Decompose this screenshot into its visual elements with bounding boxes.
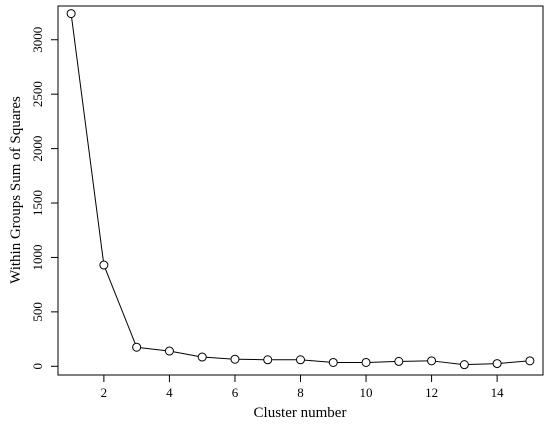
data-point-8 [296,355,305,365]
data-point-13 [459,360,469,370]
x-tick-label: 4 [166,385,173,400]
series-line-segment [206,356,232,360]
x-tick-label: 14 [491,385,505,400]
x-tick-label: 8 [297,385,304,400]
data-point-4 [164,346,174,356]
series-line-segment [468,363,494,366]
data-point-12 [427,356,437,366]
data-point-14 [492,359,502,369]
x-tick-label: 10 [360,385,373,400]
x-axis-label: Cluster number [254,405,347,421]
series-line-segment [435,360,461,365]
series-line-segment [104,268,136,344]
y-tick-label: 1000 [30,244,45,270]
plot-frame [57,5,544,376]
data-point-9 [328,357,338,367]
series-line-segment [501,360,526,364]
data-point-1 [66,9,76,19]
series-line-segment [173,351,199,357]
y-tick-label: 500 [30,302,45,322]
data-point-5 [197,352,207,362]
y-tick-label: 1500 [30,190,45,216]
x-tick-label: 2 [101,385,108,400]
data-point-11 [394,356,404,366]
series-line-segment [140,347,166,352]
y-tick-label: 0 [30,363,45,370]
data-point-7 [263,355,273,365]
y-axis: 0 500 1000 1500 2000 2500 3000 [30,27,58,370]
series-line [71,17,526,366]
data-point-10 [361,357,371,367]
x-axis: 2 4 6 8 10 12 14 [101,375,504,400]
series-line-segment [304,359,330,363]
y-tick-label: 3000 [30,27,45,53]
x-tick-label: 12 [425,385,438,400]
y-tick-label: 2000 [30,136,45,162]
data-point-3 [132,342,142,352]
data-point-6 [230,354,240,364]
series-points [66,9,535,370]
x-tick-label: 6 [232,385,239,400]
series-line-segment [370,361,395,363]
data-point-15 [525,356,535,366]
y-axis-label: Within Groups Sum of Squares [8,96,24,284]
data-point-2 [99,260,109,270]
y-tick-label: 2500 [30,81,45,107]
series-line-segment [71,17,104,262]
